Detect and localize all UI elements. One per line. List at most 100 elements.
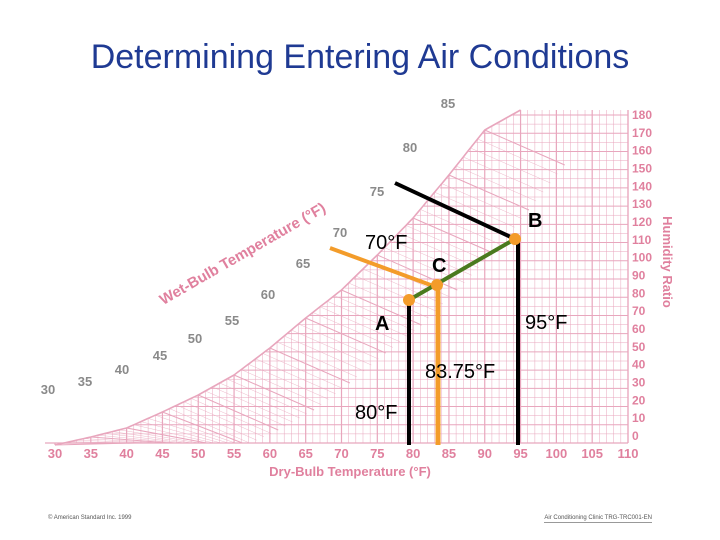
grid-wetbulb <box>112 431 193 444</box>
grid-wetbulb <box>140 421 222 444</box>
y-tick-label: 30 <box>632 376 646 390</box>
grid-wetbulb <box>97 435 178 444</box>
grid-wetbulb <box>269 347 351 384</box>
grid-wetbulb <box>398 232 479 268</box>
y-axis-label: Humidity Ratio <box>660 216 675 308</box>
y-tick-label: 0 <box>632 429 639 443</box>
wet-bulb-tick-label: 85 <box>441 96 455 111</box>
y-tick-label: 100 <box>632 251 652 265</box>
grid-wetbulb <box>183 401 265 437</box>
grid-wetbulb <box>105 433 186 444</box>
grid-wetbulb <box>448 174 530 211</box>
grid-wetbulb <box>441 183 522 219</box>
x-axis-ticks: 30 35 40 45 50 55 60 65 70 75 80 85 90 95 100 105 110 <box>48 446 639 461</box>
wet-bulb-axis-label: Wet-Bulb Temperature (°F) <box>157 200 329 309</box>
grid-wetbulb <box>133 424 214 444</box>
y-tick-label: 140 <box>632 179 652 193</box>
grid-wetbulb <box>477 138 558 175</box>
orange-line-wb <box>329 246 437 289</box>
y-tick-label: 160 <box>632 144 652 158</box>
y-axis-ticks: 1801701601501401301201101009080706050403… <box>632 108 652 443</box>
grid-wetbulb <box>162 411 243 444</box>
grid-wetbulb <box>355 275 436 312</box>
annotation-8375f: 83.75°F <box>425 361 495 383</box>
y-tick-label: 80 <box>632 286 646 300</box>
y-tick-label: 180 <box>632 108 652 122</box>
grid-wetbulb <box>291 329 372 366</box>
point-c-marker <box>431 279 443 291</box>
grid-wetbulb <box>298 323 379 360</box>
y-tick-label: 60 <box>632 322 646 336</box>
x-tick-label: 80 <box>406 446 420 461</box>
grid-wetbulb <box>176 405 257 441</box>
footer-course: Air Conditioning Clinic TRG-TRC001-EN <box>544 515 652 523</box>
grid-wetbulb <box>241 369 322 405</box>
wet-bulb-tick-label: 30 <box>41 382 55 397</box>
wet-bulb-tick-label: 40 <box>115 362 129 377</box>
y-tick-label: 20 <box>632 393 646 407</box>
x-tick-label: 55 <box>227 446 241 461</box>
grid-wetbulb <box>420 209 501 245</box>
grid-wetbulb <box>155 415 236 444</box>
grid-wetbulb <box>319 306 401 342</box>
point-a-label: A <box>375 313 389 335</box>
grid-wetbulb <box>205 390 286 427</box>
wet-bulb-tick-label: 80 <box>403 140 417 155</box>
x-tick-label: 85 <box>442 446 456 461</box>
x-tick-label: 100 <box>546 446 568 461</box>
grid-wetbulb <box>456 165 537 202</box>
x-tick-label: 70 <box>334 446 348 461</box>
x-tick-label: 50 <box>191 446 205 461</box>
x-tick-label: 110 <box>618 446 639 461</box>
black-line-b <box>394 181 516 241</box>
y-tick-label: 110 <box>632 233 652 247</box>
point-b-marker <box>509 233 521 245</box>
grid-wetbulb <box>412 217 494 254</box>
annotation-95f: 95°F <box>525 312 567 334</box>
x-tick-label: 40 <box>119 446 133 461</box>
point-b-label: B <box>528 210 542 232</box>
grid-wetbulb <box>463 156 544 193</box>
x-tick-label: 75 <box>370 446 384 461</box>
y-tick-label: 70 <box>632 304 646 318</box>
wet-bulb-tick-label: 35 <box>78 374 92 389</box>
grid-wetbulb <box>191 398 272 434</box>
wet-bulb-tick-label: 50 <box>188 331 202 346</box>
grid-wetbulb <box>148 418 229 444</box>
chart-grid <box>45 110 629 446</box>
x-tick-label: 35 <box>84 446 98 461</box>
grid-wetbulb <box>248 364 329 400</box>
green-mix-line <box>408 237 516 302</box>
y-tick-label: 120 <box>632 215 652 229</box>
grid-wetbulb <box>334 295 415 331</box>
grid-wetbulb <box>405 225 487 261</box>
grid-wetbulb <box>327 301 408 337</box>
grid-wetbulb <box>284 335 365 372</box>
y-tick-label: 10 <box>632 411 646 425</box>
grid-wetbulb <box>348 282 429 319</box>
x-tick-label: 105 <box>581 446 603 461</box>
wet-bulb-ticks: 30 35 40 45 50 55 60 65 70 75 80 85 <box>41 96 455 397</box>
y-tick-label: 130 <box>632 197 652 211</box>
x-tick-label: 90 <box>478 446 492 461</box>
grid-wetbulb <box>219 382 300 419</box>
x-tick-label: 30 <box>48 446 62 461</box>
grid-wetbulb <box>212 386 293 423</box>
grid-wetbulb <box>377 254 458 291</box>
grid-wetbulb <box>198 394 279 431</box>
y-tick-label: 170 <box>632 126 652 140</box>
grid-wetbulb <box>255 358 336 394</box>
x-axis-label: Dry-Bulb Temperature (°F) <box>269 464 431 479</box>
grid-wetbulb <box>276 341 358 378</box>
grid-wetbulb <box>83 438 164 444</box>
x-tick-label: 60 <box>263 446 277 461</box>
y-tick-label: 150 <box>632 162 652 176</box>
grid-wetbulb <box>470 147 551 184</box>
wet-bulb-tick-label: 55 <box>225 313 239 328</box>
footer-copyright: © American Standard Inc. 1999 <box>48 515 132 521</box>
grid-wetbulb <box>312 312 393 348</box>
wet-bulb-tick-label: 75 <box>370 184 384 199</box>
point-c-label: C <box>432 255 446 277</box>
grid-wetbulb <box>434 192 515 228</box>
